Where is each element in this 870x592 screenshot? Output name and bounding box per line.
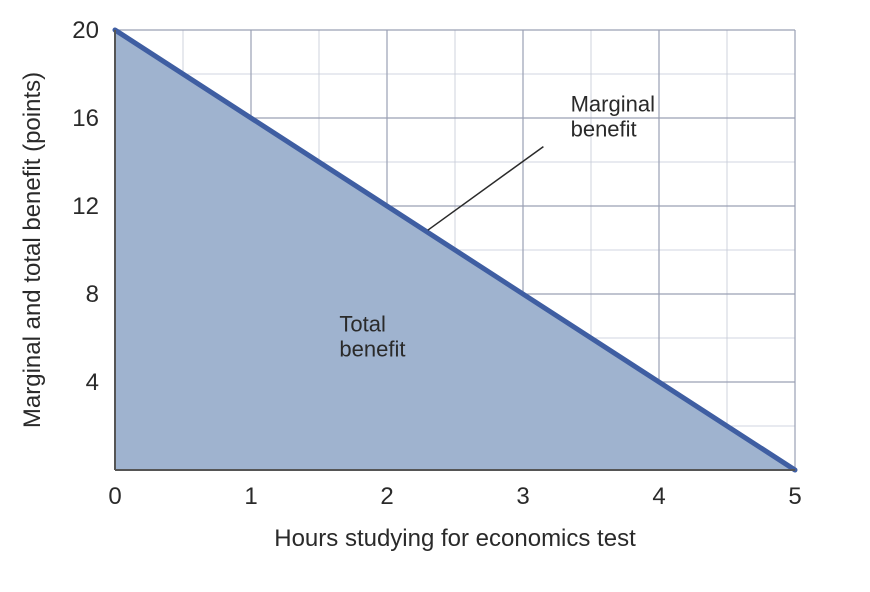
benefit-chart: 01234548121620Hours studying for economi…: [0, 0, 870, 592]
total-benefit-label-1: Total: [339, 311, 385, 336]
total-benefit-label-2: benefit: [339, 337, 405, 362]
y-tick-label: 12: [72, 193, 99, 220]
y-tick-label: 16: [72, 105, 99, 132]
marginal-benefit-label-2: benefit: [571, 117, 637, 142]
x-tick-label: 0: [108, 483, 121, 510]
x-axis-label: Hours studying for economics test: [274, 525, 636, 552]
y-tick-label: 20: [72, 17, 99, 44]
y-tick-label: 4: [86, 369, 99, 396]
y-axis-label: Marginal and total benefit (points): [19, 72, 46, 428]
y-tick-label: 8: [86, 281, 99, 308]
x-tick-label: 2: [380, 483, 393, 510]
x-tick-label: 1: [244, 483, 257, 510]
x-tick-label: 5: [788, 483, 801, 510]
x-tick-label: 4: [652, 483, 665, 510]
x-tick-label: 3: [516, 483, 529, 510]
chart-svg: 01234548121620Hours studying for economi…: [0, 0, 870, 592]
marginal-benefit-label-1: Marginal: [571, 91, 655, 116]
